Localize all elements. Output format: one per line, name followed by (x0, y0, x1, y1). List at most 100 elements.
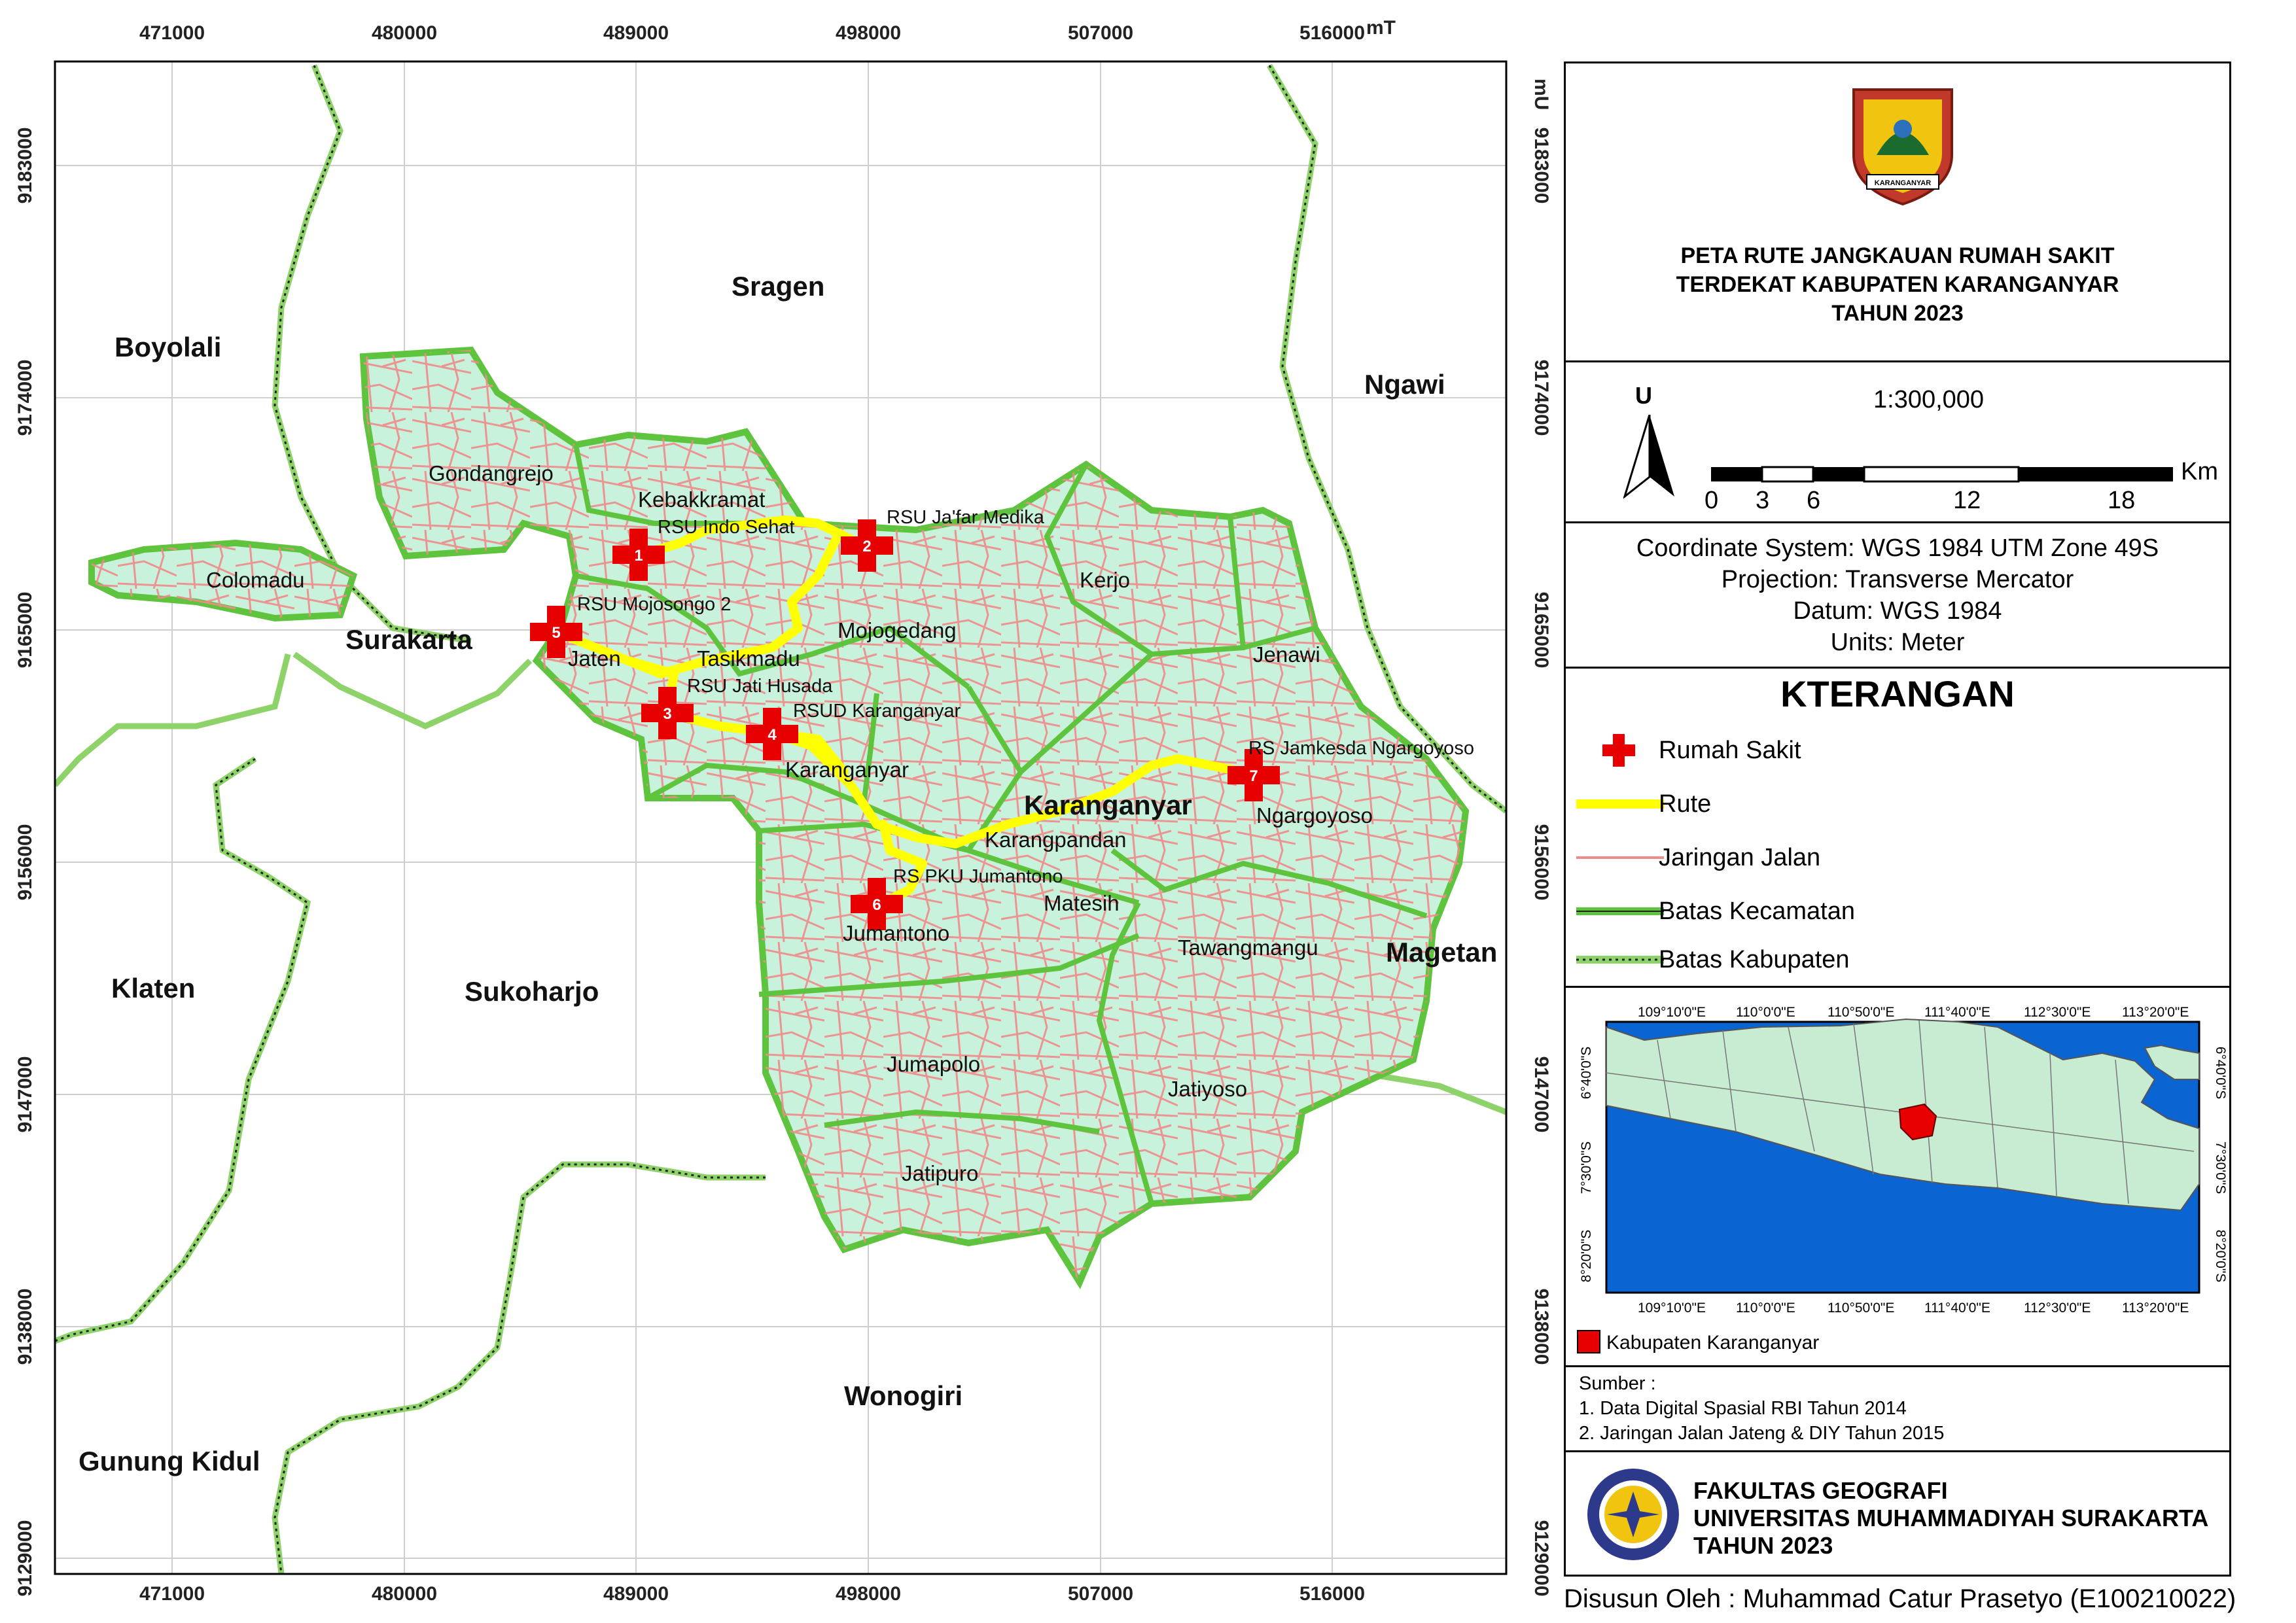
kecamatan-label: Jatipuro (902, 1161, 978, 1185)
hospital-number: 6 (872, 896, 881, 914)
inset-legend-label: Kabupaten Karanganyar (1606, 1332, 1819, 1353)
x-tick-label: 480000 (372, 22, 437, 44)
inset-x-tick: 110°0'0"E (1736, 1300, 1795, 1316)
kecamatan-label: Mojogedang (838, 618, 957, 642)
kecamatan-label: Jenawi (1253, 642, 1320, 667)
y-tick-label: 9156000 (14, 824, 36, 901)
scale-label-6: 6 (1807, 487, 1821, 514)
x-tick-label: 471000 (139, 22, 205, 44)
hospital-marker-3[interactable]: 3 (641, 687, 694, 739)
y-tick-label: 9147000 (14, 1056, 36, 1133)
y-tick-label: 9129000 (14, 1520, 36, 1597)
region-label: Karanganyar (1024, 790, 1192, 820)
inset-x-tick: 111°40'0"E (1924, 1300, 1990, 1316)
x-tick-label: 516000 (1299, 22, 1365, 44)
y-tick-label: 9138000 (14, 1289, 36, 1365)
region-label: Wonogiri (844, 1380, 963, 1411)
kecamatan-label: Tawangmangu (1178, 935, 1318, 960)
legend-label: Batas Kecamatan (1659, 898, 1855, 925)
karanganyar-emblem-icon: KARANGANYAR (1852, 88, 1953, 206)
region-label: Sukoharjo (465, 976, 599, 1007)
hospital-label: RSU Mojosongo 2 (577, 594, 731, 615)
region-label: Ngawi (1364, 369, 1445, 400)
road-line-icon (1576, 856, 1664, 859)
inset-x-tick: 110°0'0"E (1736, 1005, 1795, 1020)
hospital-marker-7[interactable]: 7 (1227, 749, 1280, 801)
legend-item-route: Rute (1566, 781, 2229, 827)
kecamatan-label: Kebakkramat (638, 487, 765, 512)
kecamatan-label: Jumantono (843, 921, 949, 945)
y-tick-label: 9174000 (14, 360, 36, 436)
y-tick-label: 9138000 (1530, 1289, 1552, 1365)
hospital-number: 1 (634, 547, 643, 565)
x-tick-label: 480000 (372, 1583, 437, 1605)
legend-label: Batas Kabupaten (1659, 946, 1850, 973)
map-title-line2: TERDEKAT KABUPATEN KARANGANYAR (1676, 272, 2119, 297)
hospital-label: RSU Indo Sehat (658, 517, 795, 538)
kecamatan-label: Ngargoyoso (1256, 803, 1373, 828)
hospital-marker-6[interactable]: 6 (851, 878, 903, 930)
scale-label-12: 12 (1953, 487, 1981, 514)
kecamatan-label: Colomadu (206, 568, 304, 592)
legend-item-kecamatan: Batas Kecamatan (1566, 888, 2229, 934)
source-item: 1. Data Digital Spasial RBI Tahun 2014 (1579, 1398, 1907, 1419)
hospital-marker-4[interactable]: 4 (746, 708, 798, 760)
projection: Projection: Transverse Mercator (1721, 566, 2074, 593)
kecamatan-boundary-icon (1576, 907, 1664, 915)
coordinate-panel: Coordinate System: WGS 1984 UTM Zone 49S… (1564, 523, 2231, 669)
kecamatan-label: Kerjo (1080, 568, 1130, 592)
hospital-number: 2 (862, 538, 871, 555)
region-label: Surakarta (345, 624, 472, 655)
kecamatan-label: Jaten (568, 646, 621, 671)
inset-x-tick: 113°20'0"E (2122, 1005, 2189, 1020)
institution-text: FAKULTAS GEOGRAFI UNIVERSITAS MUHAMMADIY… (1693, 1477, 2208, 1560)
hospital-label: RS PKU Jumantono (893, 866, 1063, 887)
scale-label-18: 18 (2108, 487, 2136, 514)
legend-label: Jaringan Jalan (1659, 844, 1821, 871)
x-axis-bottom: 471000 480000 489000 498000 507000 51600… (139, 1583, 1365, 1605)
hospital-label: RSU Jati Husada (687, 676, 833, 697)
kecamatan-label: Tasikmadu (697, 646, 800, 671)
inset-x-tick: 109°10'0"E (1638, 1005, 1706, 1020)
north-arrow-icon (1623, 415, 1674, 499)
emblem-banner: KARANGANYAR (1875, 179, 1931, 187)
inset-y-tick: 8°20'0"S (1579, 1230, 1594, 1283)
legend-item-hospital: Rumah Sakit (1566, 727, 2229, 773)
inset-x-tick: 110°50'0"E (1828, 1005, 1894, 1020)
institution-line2: UNIVERSITAS MUHAMMADIYAH SURAKARTA (1693, 1505, 2209, 1531)
x-axis-top: 471000 480000 489000 498000 507000 51600… (139, 17, 1396, 44)
x-tick-label: 498000 (836, 1583, 901, 1605)
north-label: U (1635, 382, 1652, 409)
y-axis-left: 9183000 9174000 9165000 9156000 9147000 … (14, 128, 36, 1597)
x-tick-label: 471000 (139, 1583, 205, 1605)
hospital-number: 7 (1249, 767, 1258, 785)
y-tick-label: 9183000 (14, 128, 36, 204)
kecamatan-label: Karangpandan (985, 828, 1127, 852)
hospital-label: RS Jamkesda Ngargoyoso (1248, 738, 1474, 759)
x-unit-label: mT (1366, 17, 1396, 39)
kecamatan-boundaries (573, 444, 1428, 1205)
y-tick-label: 9156000 (1530, 824, 1552, 901)
institution-line1: FAKULTAS GEOGRAFI (1693, 1477, 1948, 1504)
y-tick-label: 9183000 (1530, 128, 1552, 204)
x-tick-label: 507000 (1068, 22, 1133, 44)
legend-item-road: Jaringan Jalan (1566, 835, 2229, 881)
source-item: 2. Jaringan Jalan Jateng & DIY Tahun 201… (1579, 1423, 1945, 1444)
hospital-label: RSU Ja'far Medika (887, 507, 1045, 528)
inset-x-tick: 109°10'0"E (1638, 1300, 1706, 1316)
legend-panel: KTERANGAN Rumah Sakit Rute Jaringan Jala… (1564, 669, 2231, 988)
inset-x-tick: 111°40'0"E (1924, 1005, 1990, 1020)
hospital-label: RSUD Karanganyar (793, 701, 961, 722)
region-label: Sragen (732, 271, 824, 302)
inset-y-tick: 7°30'0"S (1579, 1142, 1594, 1195)
inset-x-tick: 110°50'0"E (1828, 1300, 1894, 1316)
y-tick-label: 9165000 (1530, 592, 1552, 669)
hospital-marker-2[interactable]: 2 (841, 519, 893, 572)
hospital-marker-1[interactable]: 1 (612, 529, 665, 581)
kabupaten-boundary-icon (1576, 956, 1664, 964)
units: Units: Meter (1830, 629, 1965, 656)
hospital-marker-5[interactable]: 5 (530, 606, 582, 658)
region-label: Magetan (1386, 937, 1497, 968)
scale-panel: U 1:300,000 Km 0 3 6 12 18 (1564, 362, 2231, 523)
